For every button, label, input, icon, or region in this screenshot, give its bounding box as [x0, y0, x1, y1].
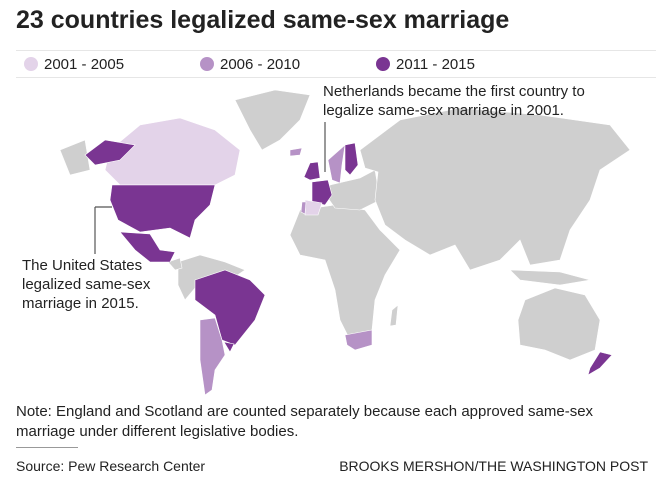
divider [16, 447, 78, 448]
world-map [59, 89, 631, 396]
united-states [109, 184, 216, 239]
iceland [289, 147, 303, 157]
france [311, 179, 333, 206]
south-africa [344, 329, 373, 351]
europe-other [327, 169, 381, 211]
legend-swatch [200, 57, 214, 71]
uk-ireland [303, 161, 321, 181]
note-text: Note: England and Scotland are counted s… [16, 403, 594, 440]
legend: 2001 - 2005 2006 - 2010 2011 - 2015 [16, 50, 656, 78]
legend-label: 2001 - 2005 [44, 55, 125, 73]
alaska-region [59, 139, 91, 176]
central-america [167, 257, 183, 271]
finland [344, 142, 359, 176]
legend-item-2011-2015: 2011 - 2015 [376, 56, 544, 73]
page-title: 23 countries legalized same-sex marriage [16, 6, 510, 34]
mexico [119, 231, 176, 263]
us-annotation: The United States legalized same-sex mar… [22, 257, 151, 312]
norway-sweden [327, 144, 346, 184]
credit-text: BROOKS MERSHON/THE WASHINGTON POST [339, 458, 648, 474]
netherlands-annotation: Netherlands became the first country to … [323, 83, 585, 119]
africa [289, 204, 401, 341]
new-zealand [587, 351, 613, 376]
legend-item-2006-2010: 2006 - 2010 [200, 56, 368, 73]
canada [104, 117, 241, 186]
legend-label: 2011 - 2015 [396, 55, 475, 73]
australia [517, 287, 601, 361]
greenland [234, 89, 311, 151]
asia [359, 107, 631, 271]
uruguay [223, 341, 235, 353]
indonesia [509, 269, 591, 286]
madagascar [389, 304, 399, 327]
legend-label: 2006 - 2010 [220, 55, 301, 73]
brazil [194, 269, 266, 346]
alaska [84, 139, 136, 166]
source-text: Source: Pew Research Center [16, 458, 206, 474]
legend-swatch [24, 57, 38, 71]
portugal [300, 201, 307, 215]
legend-item-2001-2005: 2001 - 2005 [24, 56, 192, 73]
legend-swatch [376, 57, 390, 71]
argentina [199, 317, 226, 396]
